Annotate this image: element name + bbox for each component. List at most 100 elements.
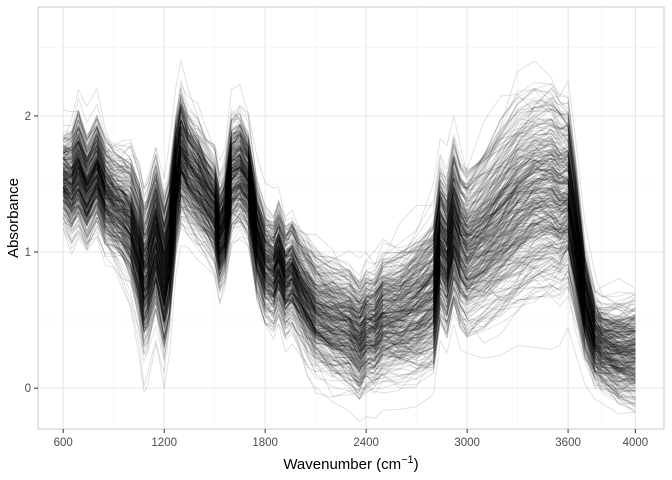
- spectrum-line: [63, 161, 636, 374]
- spectrum-line: [62, 124, 636, 352]
- spectrum-line: [62, 164, 636, 381]
- spectrum-line: [62, 170, 636, 369]
- spectrum-line: [62, 148, 636, 360]
- spectrum-line: [62, 160, 636, 373]
- spectrum-line: [62, 157, 636, 355]
- spectrum-line: [63, 169, 636, 374]
- y-tick-label: 0: [25, 383, 31, 395]
- spectrum-line: [62, 150, 636, 355]
- spectrum-line: [63, 138, 636, 346]
- y-tick-label: 1: [25, 247, 31, 259]
- spectrum-line: [63, 152, 636, 360]
- spectrum-line: [62, 185, 636, 376]
- spectrum-line: [62, 180, 636, 369]
- spectrum-line: [62, 189, 636, 385]
- spectrum-line: [62, 166, 636, 355]
- x-axis-ticks: [62, 429, 636, 433]
- spectrum-line: [62, 175, 636, 382]
- spectrum-line: [63, 79, 636, 297]
- spectrum-line: [63, 129, 636, 325]
- spectrum-line: [62, 118, 636, 343]
- spectrum-line: [63, 159, 636, 385]
- spectrum-line: [63, 149, 636, 355]
- spectrum-line: [63, 163, 636, 362]
- spectrum-line: [62, 150, 636, 355]
- spectrum-line: [62, 150, 636, 375]
- y-axis-tick-labels: 0 1 2: [25, 111, 31, 395]
- spectrum-line: [62, 166, 636, 391]
- spectrum-line: [62, 169, 636, 373]
- spectrum-line: [62, 168, 636, 367]
- spectrum-line: [62, 98, 636, 321]
- spectrum-line: [63, 135, 636, 333]
- spectrum-line: [62, 170, 636, 382]
- spectrum-line: [62, 97, 636, 332]
- spectrum-line: [62, 59, 636, 294]
- spectrum-line: [62, 161, 636, 376]
- spectrum-line: [62, 125, 636, 343]
- spectrum-line: [63, 122, 636, 322]
- spectrum-line: [62, 188, 636, 376]
- spectrum-line: [62, 137, 636, 339]
- spectrum-line: [62, 194, 636, 395]
- spectrum-line: [62, 154, 636, 365]
- spectrum-line: [62, 134, 636, 359]
- spectrum-line: [62, 187, 636, 397]
- spectrum-line: [62, 110, 636, 347]
- spectrum-line: [62, 149, 636, 370]
- spectrum-line: [62, 146, 636, 348]
- spectrum-line: [62, 163, 636, 383]
- spectrum-line: [62, 160, 636, 363]
- grid-minor: [38, 7, 664, 429]
- spectrum-line: [62, 112, 636, 332]
- spectrum-line: [62, 127, 636, 343]
- spectrum-line: [63, 133, 636, 340]
- panel-background: [37, 6, 665, 430]
- spectrum-line: [62, 120, 636, 333]
- spectrum-line: [62, 168, 636, 358]
- spectrum-line: [62, 178, 636, 400]
- spectrum-line: [63, 92, 636, 332]
- spectrum-line: [62, 141, 636, 372]
- spectrum-line: [62, 114, 636, 339]
- spectrum-line: [62, 133, 636, 342]
- spectrum-line: [63, 129, 636, 339]
- spectrum-line: [63, 110, 636, 334]
- spectrum-line: [62, 155, 636, 360]
- spectrum-line: [62, 178, 636, 365]
- spectrum-line: [63, 132, 636, 341]
- spectrum-line: [63, 167, 636, 375]
- spectrum-line: [62, 191, 636, 378]
- spectrum-line: [62, 167, 636, 369]
- spectrum-line: [63, 161, 636, 378]
- spectrum-line: [62, 155, 636, 347]
- spectrum-line: [63, 172, 636, 389]
- spectrum-line: [62, 172, 636, 369]
- spectrum-line: [62, 154, 636, 352]
- spectrum-line: [62, 166, 636, 369]
- spectrum-line: [63, 108, 636, 322]
- spectrum-line: [63, 118, 636, 323]
- spectrum-line: [62, 171, 636, 382]
- spectrum-line: [62, 115, 636, 318]
- spectrum-line: [62, 183, 636, 378]
- spectrum-line: [63, 160, 636, 352]
- spectrum-line: [63, 146, 636, 371]
- spectrum-line: [62, 196, 636, 392]
- spectrum-line: [63, 132, 636, 340]
- spectrum-line: [62, 186, 636, 378]
- spectrum-line: [62, 159, 636, 373]
- spectrum-line: [62, 195, 636, 399]
- spectrum-line: [62, 145, 636, 353]
- spectrum-line: [63, 146, 636, 346]
- spectrum-line: [62, 100, 636, 311]
- spectrum-line: [63, 94, 636, 305]
- spectrum-line: [62, 169, 636, 365]
- spectrum-line: [62, 87, 636, 310]
- spectrum-line: [63, 154, 636, 357]
- spectrum-line: [62, 180, 636, 398]
- spectrum-line: [63, 144, 636, 358]
- spectrum-line: [63, 151, 636, 380]
- spectrum-line: [62, 192, 636, 389]
